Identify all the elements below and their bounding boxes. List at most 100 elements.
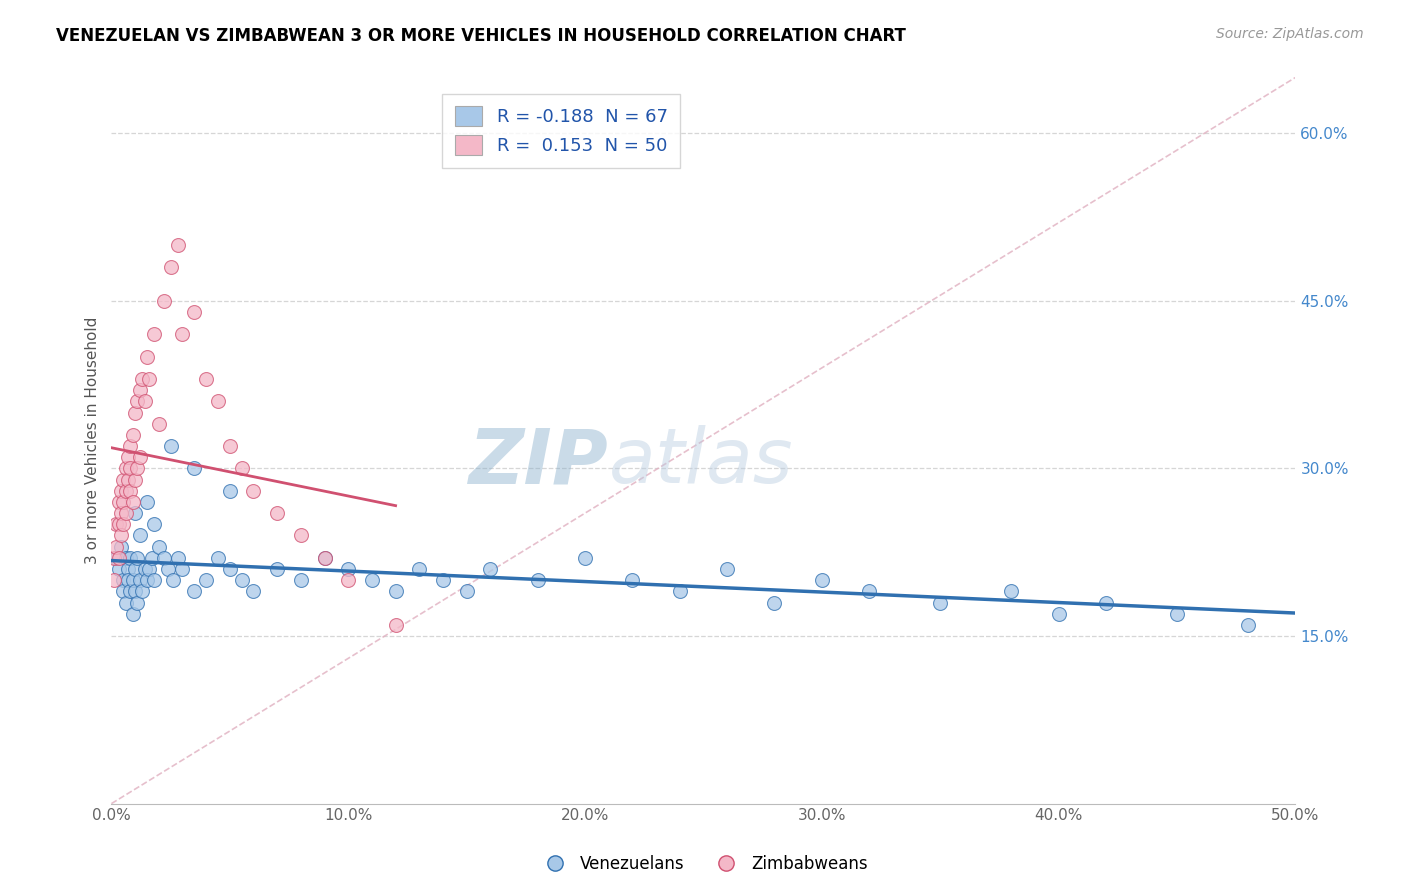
Point — [159, 260, 181, 275]
Point — [107, 562, 129, 576]
Point — [112, 573, 135, 587]
Point — [120, 550, 142, 565]
Point — [716, 562, 738, 576]
Point — [290, 573, 312, 587]
Point — [120, 483, 142, 498]
Point — [384, 618, 406, 632]
Point — [314, 550, 336, 565]
Point — [172, 562, 194, 576]
Point — [131, 584, 153, 599]
Point — [207, 394, 229, 409]
Point — [574, 550, 596, 565]
Point — [266, 506, 288, 520]
Point — [432, 573, 454, 587]
Legend: R = -0.188  N = 67, R =  0.153  N = 50: R = -0.188 N = 67, R = 0.153 N = 50 — [443, 94, 681, 168]
Point — [337, 573, 360, 587]
Point — [131, 372, 153, 386]
Point — [183, 305, 205, 319]
Point — [157, 562, 180, 576]
Point — [124, 506, 146, 520]
Point — [231, 573, 253, 587]
Point — [143, 573, 166, 587]
Point — [107, 495, 129, 509]
Point — [114, 483, 136, 498]
Point — [128, 450, 150, 465]
Point — [120, 461, 142, 475]
Point — [763, 595, 786, 609]
Point — [166, 550, 188, 565]
Point — [112, 473, 135, 487]
Point — [162, 573, 184, 587]
Point — [1000, 584, 1022, 599]
Point — [127, 550, 149, 565]
Point — [121, 428, 143, 442]
Point — [117, 573, 139, 587]
Point — [121, 495, 143, 509]
Point — [314, 550, 336, 565]
Point — [124, 406, 146, 420]
Point — [668, 584, 690, 599]
Point — [124, 562, 146, 576]
Point — [148, 540, 170, 554]
Point — [195, 372, 218, 386]
Point — [103, 550, 125, 565]
Point — [337, 562, 360, 576]
Point — [114, 461, 136, 475]
Point — [172, 327, 194, 342]
Point — [152, 550, 174, 565]
Point — [811, 573, 834, 587]
Point — [361, 573, 384, 587]
Point — [136, 495, 159, 509]
Point — [138, 372, 160, 386]
Point — [290, 528, 312, 542]
Point — [218, 483, 240, 498]
Point — [114, 506, 136, 520]
Text: atlas: atlas — [609, 425, 793, 500]
Point — [114, 595, 136, 609]
Point — [112, 517, 135, 532]
Point — [136, 350, 159, 364]
Point — [110, 528, 132, 542]
Point — [112, 495, 135, 509]
Point — [128, 384, 150, 398]
Point — [134, 562, 156, 576]
Point — [266, 562, 288, 576]
Point — [141, 550, 163, 565]
Text: VENEZUELAN VS ZIMBABWEAN 3 OR MORE VEHICLES IN HOUSEHOLD CORRELATION CHART: VENEZUELAN VS ZIMBABWEAN 3 OR MORE VEHIC… — [56, 27, 905, 45]
Point — [121, 573, 143, 587]
Y-axis label: 3 or more Vehicles in Household: 3 or more Vehicles in Household — [86, 317, 100, 565]
Point — [242, 584, 264, 599]
Point — [143, 327, 166, 342]
Point — [183, 584, 205, 599]
Point — [207, 550, 229, 565]
Point — [242, 483, 264, 498]
Point — [117, 562, 139, 576]
Point — [110, 483, 132, 498]
Point — [117, 450, 139, 465]
Point — [195, 573, 218, 587]
Point — [183, 461, 205, 475]
Point — [408, 562, 430, 576]
Point — [218, 562, 240, 576]
Point — [136, 573, 159, 587]
Point — [1047, 607, 1070, 621]
Point — [103, 573, 125, 587]
Point — [120, 439, 142, 453]
Point — [127, 394, 149, 409]
Point — [148, 417, 170, 431]
Text: ZIP: ZIP — [470, 425, 609, 500]
Point — [858, 584, 880, 599]
Point — [121, 607, 143, 621]
Point — [110, 506, 132, 520]
Point — [159, 439, 181, 453]
Point — [107, 550, 129, 565]
Point — [621, 573, 644, 587]
Point — [384, 584, 406, 599]
Point — [127, 595, 149, 609]
Point — [166, 238, 188, 252]
Point — [128, 528, 150, 542]
Point — [526, 573, 548, 587]
Point — [112, 584, 135, 599]
Point — [456, 584, 478, 599]
Point — [1095, 595, 1118, 609]
